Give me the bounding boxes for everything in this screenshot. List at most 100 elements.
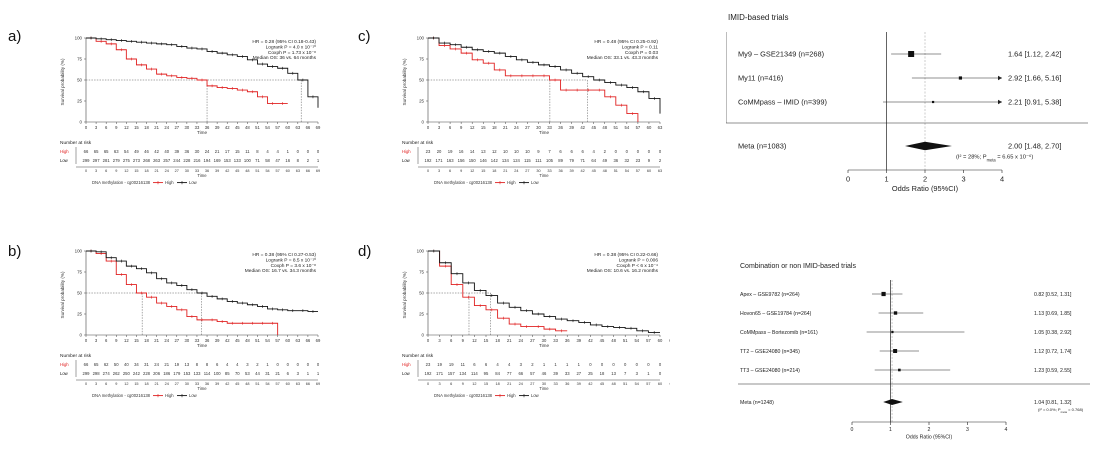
stat-line: Median OS: 10.6 vs. 16.2 months bbox=[587, 268, 659, 274]
x-tick-label: 51 bbox=[613, 125, 618, 130]
risk-low-value: 250 bbox=[123, 371, 131, 376]
risk-low-value: 111 bbox=[535, 158, 542, 163]
x-tick-label: 12 bbox=[470, 125, 475, 130]
risk-x-tick-label: 54 bbox=[635, 382, 639, 386]
legend-high-label: High bbox=[507, 180, 516, 185]
risk-high-value: 40 bbox=[164, 149, 169, 154]
x-tick-label: 45 bbox=[235, 338, 240, 343]
risk-low-value: 163 bbox=[447, 158, 455, 163]
risk-x-tick-label: 54 bbox=[265, 382, 269, 386]
risk-high-value: 16 bbox=[459, 149, 464, 154]
risk-low-value: 100 bbox=[244, 158, 252, 163]
risk-low-value: 105 bbox=[546, 158, 554, 163]
x-tick-label: 12 bbox=[124, 125, 129, 130]
risk-high-value: 19 bbox=[449, 362, 454, 367]
risk-low-label: Low bbox=[402, 158, 411, 163]
risk-high-value: 1 bbox=[554, 362, 557, 367]
y-tick-label: 25 bbox=[419, 312, 424, 317]
x-tick-label: 9 bbox=[462, 338, 465, 343]
x-tick-label: 66 bbox=[306, 338, 311, 343]
forest-plot-imid: IMID-based trials My9 – GSE21349 (n=268) 1… bbox=[726, 13, 1088, 193]
risk-low-value: 13 bbox=[611, 371, 616, 376]
risk-low-value: 273 bbox=[133, 158, 141, 163]
estimate-value: 1.13 [0.69, 1.85] bbox=[1034, 311, 1072, 317]
risk-high-label: High bbox=[60, 362, 69, 367]
risk-high-value: 40 bbox=[124, 362, 129, 367]
x-tick-label: 45 bbox=[600, 338, 605, 343]
risk-x-tick-label: 3 bbox=[95, 382, 97, 386]
risk-x-tick-label: 42 bbox=[225, 382, 229, 386]
x-tick-label: 24 bbox=[164, 125, 169, 130]
study-label: My9 – GSE21349 (n=268) bbox=[738, 50, 824, 59]
risk-high-value: 4 bbox=[276, 149, 279, 154]
risk-x-tick-label: 18 bbox=[144, 382, 148, 386]
risk-x-tick-label: 15 bbox=[484, 382, 488, 386]
risk-x-tick-label: 51 bbox=[255, 382, 259, 386]
x-tick-label: 18 bbox=[144, 125, 149, 130]
risk-low-value: 142 bbox=[491, 158, 499, 163]
risk-low-value: 71 bbox=[255, 158, 260, 163]
risk-x-tick-label: 12 bbox=[124, 382, 128, 386]
x-tick-label: 0 bbox=[85, 338, 88, 343]
x-tick-label: 6 bbox=[105, 125, 108, 130]
risk-low-value: 49 bbox=[602, 158, 607, 163]
risk-x-tick-label: 51 bbox=[614, 169, 618, 173]
legend-low-label: Low bbox=[189, 180, 198, 185]
risk-x-tick-label: 12 bbox=[470, 169, 474, 173]
y-tick-label: 100 bbox=[417, 36, 425, 41]
meta-diamond bbox=[883, 399, 903, 405]
x-tick-label: 54 bbox=[625, 125, 630, 130]
risk-high-value: 8 bbox=[206, 362, 209, 367]
risk-x-tick-label: 12 bbox=[472, 382, 476, 386]
x-tick-label: 21 bbox=[154, 125, 159, 130]
risk-x-tick-label: 39 bbox=[215, 169, 219, 173]
risk-low-value: 95 bbox=[484, 371, 489, 376]
x-tick-label: 36 bbox=[558, 125, 563, 130]
risk-high-value: 54 bbox=[124, 149, 129, 154]
x-tick-label: 9 bbox=[460, 125, 463, 130]
x-tick-label: 3 bbox=[438, 338, 441, 343]
risk-low-value: 33 bbox=[565, 371, 570, 376]
risk-x-tick-label: 36 bbox=[565, 382, 569, 386]
risk-x-tick-label: 42 bbox=[581, 169, 585, 173]
stat-line: Median OS: 36 vs. 64 months bbox=[253, 55, 317, 61]
risk-high-value: 0 bbox=[647, 362, 650, 367]
risk-x-tick-label: 63 bbox=[296, 169, 300, 173]
risk-x-tick-label: 69 bbox=[316, 382, 320, 386]
risk-low-value: 47 bbox=[275, 158, 280, 163]
x-tick-label: 27 bbox=[525, 125, 530, 130]
risk-x-tick-label: 21 bbox=[154, 169, 158, 173]
risk-high-value: 9 bbox=[537, 149, 540, 154]
estimate-value: 1.23 [0.59, 2.55] bbox=[1034, 368, 1072, 374]
x-tick-label: 18 bbox=[144, 338, 149, 343]
x-tick-label: 24 bbox=[164, 338, 169, 343]
x-tick-label: 48 bbox=[602, 125, 607, 130]
forest-title: Combination or non IMID-based trials bbox=[740, 263, 856, 270]
risk-x-tick-label: 18 bbox=[144, 169, 148, 173]
risk-x-tick-label: 15 bbox=[481, 169, 485, 173]
stat-line: Median OS: 33.1 vs. 43.3 months bbox=[587, 55, 659, 61]
risk-x-tick-label: 30 bbox=[542, 382, 546, 386]
study-label: Hovon65 – GSE19784 (n=264) bbox=[740, 311, 812, 317]
x-tick-label: 33 bbox=[553, 338, 558, 343]
forest-x-tick-label: 4 bbox=[1000, 174, 1004, 183]
y-tick-label: 75 bbox=[77, 57, 82, 62]
x-axis-label: Time bbox=[197, 130, 207, 135]
x-tick-label: 15 bbox=[481, 125, 486, 130]
x-tick-label: 3 bbox=[95, 125, 98, 130]
y-tick-label: 0 bbox=[422, 120, 425, 125]
risk-x-tick-label: 27 bbox=[175, 382, 179, 386]
risk-low-value: 186 bbox=[163, 371, 171, 376]
risk-high-value: 0 bbox=[307, 362, 310, 367]
risk-high-value: 23 bbox=[426, 149, 431, 154]
risk-low-value: 228 bbox=[143, 371, 151, 376]
risk-high-value: 3 bbox=[246, 362, 249, 367]
risk-x-label: Time bbox=[539, 173, 549, 178]
risk-x-tick-label: 36 bbox=[205, 382, 209, 386]
risk-low-value: 153 bbox=[183, 371, 191, 376]
x-tick-label: 15 bbox=[484, 338, 489, 343]
risk-low-value: 206 bbox=[153, 371, 161, 376]
x-tick-label: 36 bbox=[205, 338, 210, 343]
